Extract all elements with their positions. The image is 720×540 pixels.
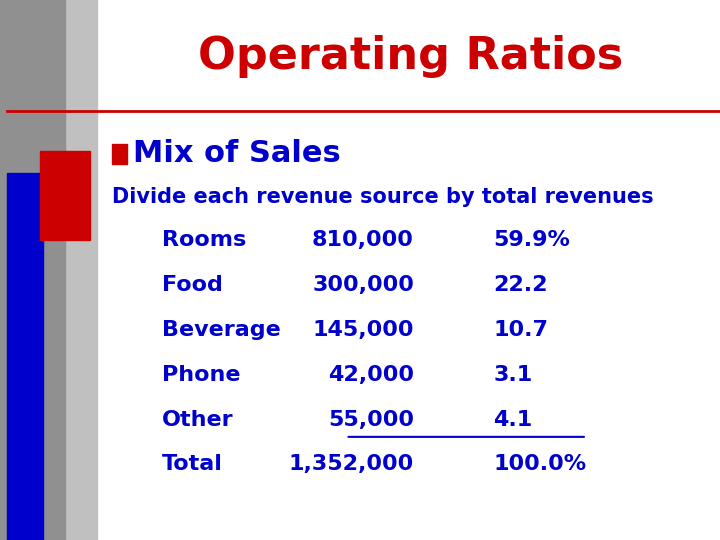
Bar: [0, 0, 97, 540]
Text: Beverage: Beverage: [162, 320, 281, 340]
Text: Total: Total: [162, 454, 223, 475]
Text: 59.9%: 59.9%: [493, 230, 570, 251]
Text: Divide each revenue source by total revenues: Divide each revenue source by total reve…: [112, 187, 653, 207]
Text: Phone: Phone: [162, 364, 240, 385]
Text: 10.7: 10.7: [493, 320, 548, 340]
Text: 3.1: 3.1: [493, 364, 533, 385]
Text: Rooms: Rooms: [162, 230, 246, 251]
Text: 55,000: 55,000: [328, 409, 414, 430]
Text: Other: Other: [162, 409, 233, 430]
Text: 100.0%: 100.0%: [493, 454, 586, 475]
Text: 4.1: 4.1: [493, 409, 533, 430]
Text: Food: Food: [162, 275, 223, 295]
Bar: [0, 0, 65, 540]
Text: 1,352,000: 1,352,000: [289, 454, 414, 475]
Text: 810,000: 810,000: [312, 230, 414, 251]
Text: 145,000: 145,000: [312, 320, 414, 340]
Text: 22.2: 22.2: [493, 275, 548, 295]
Text: 42,000: 42,000: [328, 364, 414, 385]
Bar: [40, 151, 90, 240]
Text: Mix of Sales: Mix of Sales: [133, 139, 341, 168]
Bar: [112, 144, 127, 164]
Text: 300,000: 300,000: [312, 275, 414, 295]
Bar: [7, 173, 43, 540]
Text: Operating Ratios: Operating Ratios: [198, 35, 623, 78]
